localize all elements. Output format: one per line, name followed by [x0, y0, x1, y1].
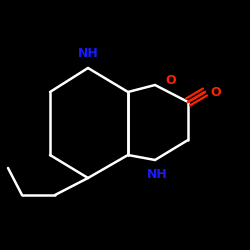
- Text: NH: NH: [146, 168, 168, 181]
- Text: NH: NH: [78, 47, 98, 60]
- Text: O: O: [165, 74, 175, 86]
- Text: O: O: [210, 86, 221, 98]
